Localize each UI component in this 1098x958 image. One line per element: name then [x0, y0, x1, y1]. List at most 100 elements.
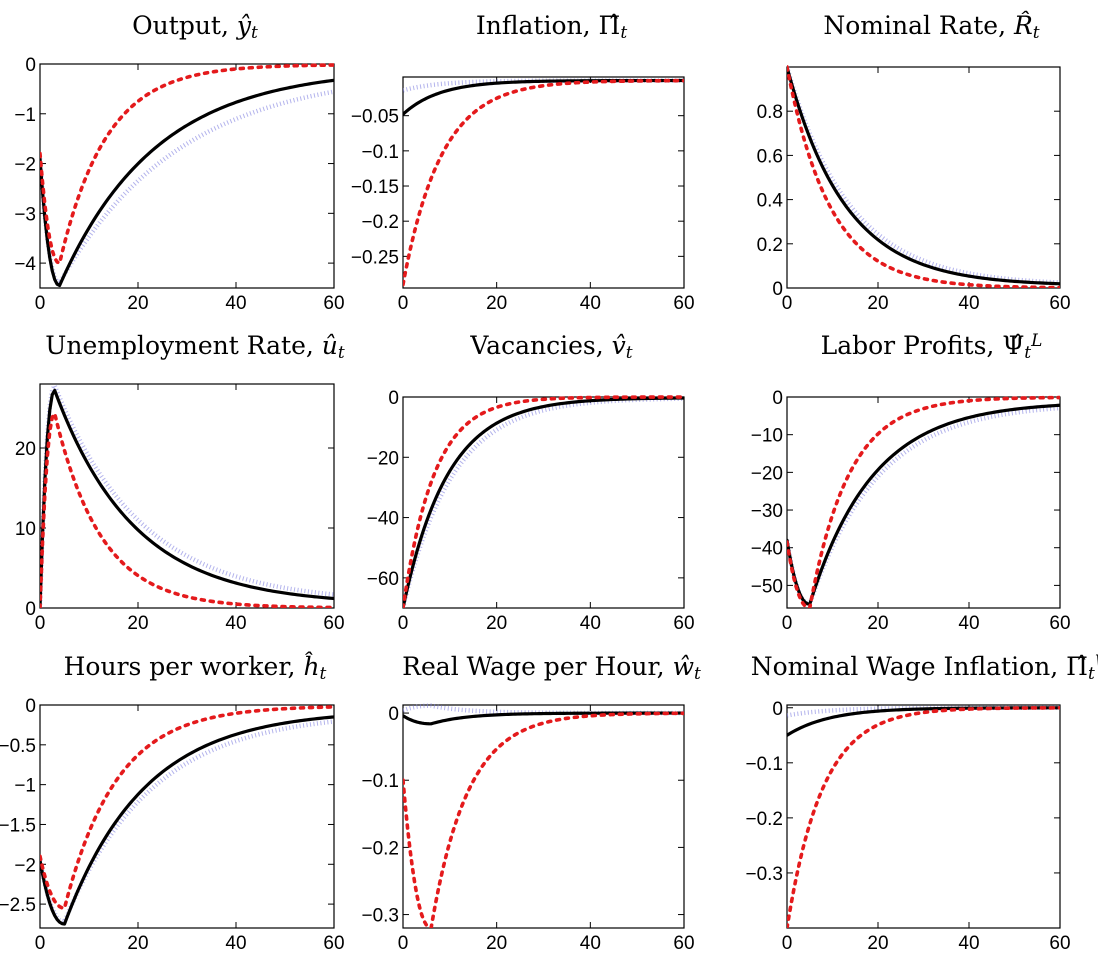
x-tick-label: 0: [398, 933, 409, 954]
x-tick-label: 20: [127, 613, 148, 634]
panel-1: Output, ŷt 0 20 40 60 −4 −3 −2 −1 0: [14, 11, 344, 314]
series-line-dotted-blue: [403, 396, 684, 608]
panel-title: Hours per worker, ĥt: [64, 652, 327, 684]
y-tick-label: 0: [25, 696, 36, 717]
x-tick-label: 60: [673, 293, 694, 314]
x-tick-label: 40: [958, 933, 979, 954]
series-line-dotted-blue: [40, 89, 334, 286]
y-tick-label: 0: [25, 599, 36, 620]
x-tick-label: 40: [225, 293, 246, 314]
y-tick-label: 0: [772, 279, 783, 300]
x-tick-label: 0: [782, 933, 793, 954]
x-tick-label: 20: [867, 613, 888, 634]
plot-frame: [39, 704, 335, 929]
series-line-solid: [40, 715, 334, 926]
y-tick-label: −40: [751, 539, 783, 560]
y-tick-label: −0.3: [745, 864, 783, 885]
y-tick-label: −30: [751, 501, 783, 522]
y-tick-label: −4: [14, 254, 36, 275]
y-tick-label: −0.2: [745, 809, 783, 830]
x-tick-label: 60: [1049, 613, 1070, 634]
y-tick-label: −1.5: [0, 815, 36, 836]
panel-3: Nominal Rate, R̂t 0 20 40 60 0 0.2 0.4 0.6 0.8: [757, 11, 1071, 314]
panel-9: Nominal Wage Inflation, Π̂tW 0 20 40 60 −0.3 −…: [745, 652, 1098, 954]
y-tick-label: 0: [388, 704, 399, 725]
x-tick-label: 20: [867, 933, 888, 954]
x-tick-label: 0: [35, 293, 46, 314]
y-tick-label: −10: [751, 426, 783, 447]
x-tick-label: 0: [35, 613, 46, 634]
y-tick-label: −20: [367, 448, 399, 469]
y-tick-label: −60: [367, 569, 399, 590]
series-line-dotted-red: [787, 65, 1060, 288]
x-tick-label: 20: [486, 293, 507, 314]
series-line-dotted-red: [403, 395, 684, 608]
x-tick-label: 40: [225, 613, 246, 634]
series-line-solid: [403, 711, 684, 726]
panel-5: Vacancies, v̂t 0 20 40 60 −60 −40 −20 0: [367, 331, 695, 634]
panel-7: Hours per worker, ĥt 0 20 40 60 −2.5 −2 −1.5 −1 −…: [0, 652, 345, 954]
series-line-dotted-blue: [787, 405, 1060, 607]
x-tick-label: 0: [782, 613, 793, 634]
panel-title: Unemployment Rate, ût: [45, 331, 345, 363]
series-line-dotted-red: [787, 706, 1060, 928]
panel-title: Output, ŷt: [132, 11, 258, 43]
panel-title: Real Wage per Hour, ŵt: [402, 652, 701, 684]
y-tick-label: −0.5: [0, 736, 36, 757]
x-tick-label: 60: [323, 933, 344, 954]
x-tick-label: 60: [1049, 293, 1070, 314]
y-tick-label: 0: [772, 388, 783, 409]
y-tick-label: −2: [14, 155, 36, 176]
x-tick-label: 0: [782, 293, 793, 314]
panel-4: Unemployment Rate, ût 0 20 40 60 0 10 20: [15, 331, 345, 634]
x-tick-label: 20: [486, 933, 507, 954]
y-tick-label: −1: [14, 105, 36, 126]
x-tick-label: 0: [398, 293, 409, 314]
x-tick-label: 20: [867, 293, 888, 314]
x-tick-label: 40: [580, 933, 601, 954]
panel-title: Nominal Rate, R̂t: [823, 11, 1039, 43]
plot-frame: [39, 63, 335, 289]
y-tick-label: −0.1: [745, 754, 783, 775]
panel-6: Labor Profits, Ψ̂tL 0 20 40 60 −50 −40 −30 −20 −1…: [751, 331, 1071, 634]
series-line-dotted-blue: [40, 719, 334, 924]
panel-title: Inflation, Π̂t: [476, 11, 627, 43]
plot-frame: [786, 66, 1061, 289]
y-tick-label: 0.2: [757, 235, 783, 256]
x-tick-label: 40: [225, 933, 246, 954]
series-line-solid: [787, 403, 1060, 606]
y-tick-label: −2.5: [0, 895, 36, 916]
panel-title: Labor Profits, Ψ̂tL: [821, 331, 1043, 363]
y-tick-label: 0.6: [757, 146, 783, 167]
x-tick-label: 60: [1049, 933, 1070, 954]
y-tick-label: −50: [751, 576, 783, 597]
panel-title: Nominal Wage Inflation, Π̂tW: [751, 652, 1098, 684]
x-tick-label: 0: [35, 933, 46, 954]
plot-frame: [39, 383, 335, 609]
series-line-solid: [40, 388, 334, 608]
plot-frame: [786, 396, 1061, 609]
plot-frame: [402, 704, 685, 929]
series-line-solid: [787, 65, 1060, 286]
y-tick-label: −0.1: [361, 771, 399, 792]
y-tick-label: −0.2: [361, 212, 399, 233]
x-tick-label: 60: [323, 293, 344, 314]
x-tick-label: 60: [673, 613, 694, 634]
series-line-dotted-red: [403, 711, 684, 928]
series-line-dotted-red: [787, 395, 1060, 608]
y-tick-label: −0.3: [361, 906, 399, 927]
y-tick-label: −1: [14, 776, 36, 797]
x-tick-label: 20: [127, 293, 148, 314]
y-tick-label: 0: [388, 388, 399, 409]
x-tick-label: 40: [958, 613, 979, 634]
x-tick-label: 20: [127, 933, 148, 954]
y-tick-label: −3: [14, 204, 36, 225]
panel-8: Real Wage per Hour, ŵt0 20 40 60−0.3−0.2−0.…: [361, 652, 700, 954]
plot-frame: [402, 76, 685, 289]
y-tick-label: 10: [15, 519, 36, 540]
y-tick-label: 0.8: [757, 102, 783, 123]
y-tick-label: 0: [772, 699, 783, 720]
plot-frame: [402, 396, 685, 609]
x-tick-label: 40: [580, 613, 601, 634]
panel-title: Vacancies, v̂t: [469, 331, 632, 363]
